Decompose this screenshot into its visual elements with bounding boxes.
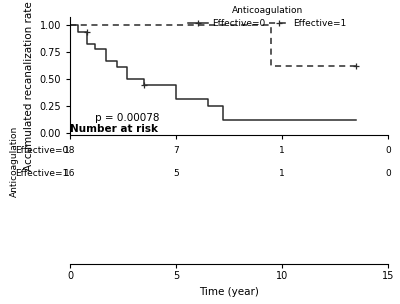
Text: 1: 1 [279, 147, 285, 155]
Text: 0: 0 [385, 169, 391, 178]
Text: Number at risk: Number at risk [70, 124, 158, 134]
Text: p = 0.00078: p = 0.00078 [96, 113, 160, 123]
Text: 18: 18 [64, 147, 76, 155]
Text: 16: 16 [64, 169, 76, 178]
Text: 1: 1 [279, 169, 285, 178]
Text: 5: 5 [173, 169, 179, 178]
Text: Anticoagulation: Anticoagulation [10, 126, 18, 197]
Text: Effective=1: Effective=1 [15, 169, 68, 178]
Legend: Effective=0, Effective=1: Effective=0, Effective=1 [188, 6, 346, 28]
Text: 7: 7 [173, 147, 179, 155]
Y-axis label: Accumulated recanalization rate (%): Accumulated recanalization rate (%) [24, 0, 34, 171]
Text: Effective=0: Effective=0 [15, 147, 68, 155]
Text: 0: 0 [385, 147, 391, 155]
X-axis label: Time (year): Time (year) [199, 287, 259, 297]
